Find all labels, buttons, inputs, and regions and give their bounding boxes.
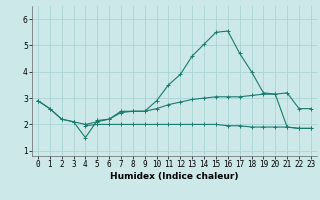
X-axis label: Humidex (Indice chaleur): Humidex (Indice chaleur) [110,172,239,181]
